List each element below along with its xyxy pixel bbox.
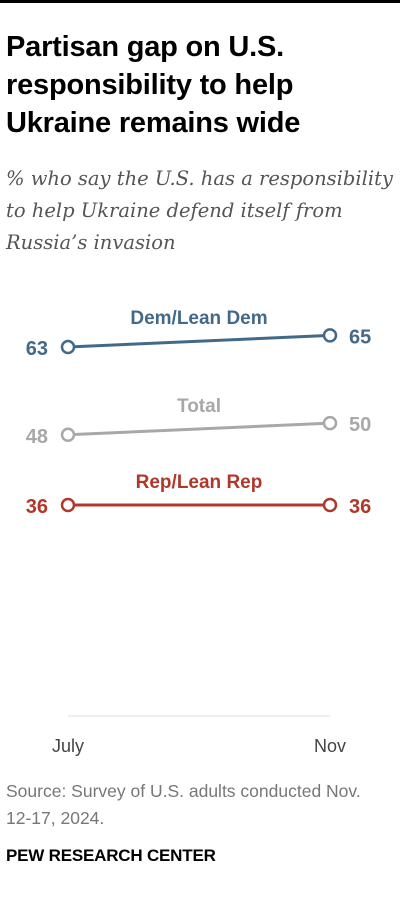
source-note: Source: Survey of U.S. adults conducted … [6,781,361,828]
data-label-rep-lean-rep-july: 36 [26,496,48,518]
series-name-rep-lean-rep: Rep/Lean Rep [136,472,263,493]
data-label-dem-lean-dem-july: 63 [26,338,48,360]
top-rule [0,0,400,3]
chart-subtitle: % who say the U.S. has a responsibility … [6,167,393,254]
pew-logo-text: PEW RESEARCH CENTER [6,846,216,865]
data-point-dem-lean-dem-july [60,339,76,355]
chart-title: Partisan gap on U.S. responsibility to h… [6,31,301,139]
series-line-dem-lean-dem [67,333,331,349]
data-point-rep-lean-rep-nov [322,497,338,513]
line-chart: 63 65 Dem/Lean Dem 48 50 Total 36 36 Rep/Lean Re… [26,308,372,756]
data-point-total-july [60,427,76,443]
data-label-dem-lean-dem-nov: 65 [349,326,371,348]
series-line-total [67,421,331,437]
data-point-dem-lean-dem-nov [322,328,338,343]
series-name-dem-lean-dem: Dem/Lean Dem [130,308,267,329]
series-name-total: Total [177,396,221,417]
data-label-total-july: 48 [26,426,48,448]
data-point-total-nov [322,415,338,431]
data-label-total-nov: 50 [349,414,371,436]
x-tick-label-july: July [52,736,84,756]
data-point-rep-lean-rep-july [60,497,76,513]
x-tick-label-nov: Nov [314,736,346,756]
data-label-rep-lean-rep-nov: 36 [349,496,371,518]
